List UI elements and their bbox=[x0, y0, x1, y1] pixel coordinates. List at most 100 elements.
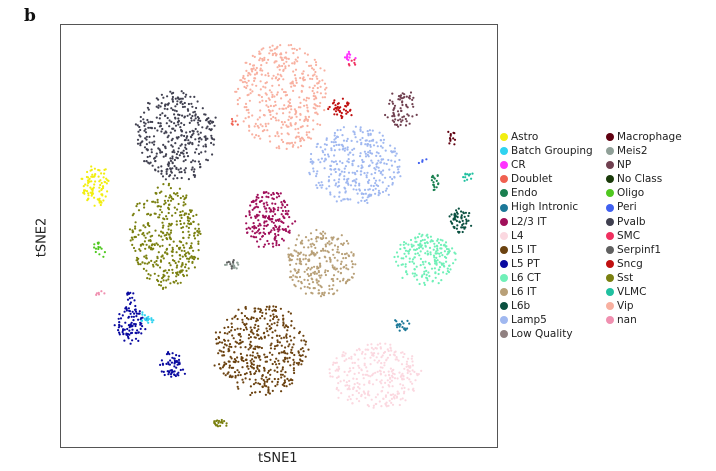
point-vip bbox=[272, 74, 275, 77]
point-l5-it bbox=[223, 338, 226, 341]
point-l4 bbox=[390, 379, 393, 382]
point-vip bbox=[314, 70, 317, 74]
point-lamp5 bbox=[389, 144, 392, 147]
point-pvalb bbox=[188, 121, 191, 124]
point-oligo bbox=[93, 243, 96, 246]
point-l6-ct bbox=[425, 269, 428, 272]
point-vip bbox=[288, 115, 291, 118]
point-pvalb bbox=[179, 144, 182, 147]
point-lamp5 bbox=[327, 155, 330, 158]
point-l2-3-it bbox=[263, 221, 266, 224]
point-l4 bbox=[404, 399, 407, 402]
point-l4 bbox=[368, 394, 371, 397]
point-l2-3-it bbox=[257, 214, 260, 217]
point-vip bbox=[287, 57, 290, 61]
point-sst bbox=[135, 256, 139, 259]
point-l4 bbox=[385, 401, 388, 404]
point-l5-pt bbox=[131, 296, 134, 299]
point-sst bbox=[185, 194, 188, 197]
point-vip bbox=[236, 114, 239, 117]
point-l2-3-it bbox=[251, 230, 254, 233]
point-vip bbox=[305, 60, 308, 64]
point-l5-pt bbox=[128, 310, 131, 313]
point-lamp5 bbox=[337, 181, 340, 184]
point-l6-it bbox=[318, 274, 321, 277]
point-astro bbox=[86, 170, 89, 174]
legend-item: Batch Grouping bbox=[500, 144, 593, 158]
point-l5-pt bbox=[183, 372, 186, 375]
point-l5-it bbox=[267, 334, 270, 337]
point-l6-ct bbox=[429, 251, 432, 254]
point-l5-it bbox=[228, 343, 232, 346]
point-l2-3-it bbox=[248, 210, 251, 213]
point-l5-pt bbox=[124, 321, 127, 324]
point-pvalb bbox=[187, 109, 190, 112]
point-pvalb bbox=[194, 138, 197, 141]
point-l5-it bbox=[256, 366, 259, 369]
point-lamp5 bbox=[346, 137, 349, 140]
legend-marker bbox=[606, 189, 614, 198]
point-l6-ct bbox=[421, 274, 424, 277]
point-l6-it bbox=[308, 282, 311, 286]
point-l2-3-it bbox=[249, 204, 252, 207]
point-l5-it bbox=[249, 385, 252, 388]
point-pvalb bbox=[168, 125, 171, 128]
point-l5-it bbox=[286, 357, 289, 360]
point-pvalb bbox=[193, 110, 196, 113]
point-sst bbox=[135, 259, 138, 262]
point-batch-grouping bbox=[141, 311, 144, 314]
point-lamp5 bbox=[323, 160, 326, 163]
point-l4 bbox=[356, 381, 359, 385]
point-vip bbox=[294, 77, 297, 80]
point-l5-it bbox=[218, 363, 221, 366]
point-l5-it bbox=[281, 383, 284, 386]
point-l6-it bbox=[310, 266, 313, 269]
point-l6-it bbox=[348, 278, 351, 281]
point-vip bbox=[271, 93, 274, 96]
point-vip bbox=[276, 66, 279, 69]
point-l4 bbox=[380, 405, 383, 408]
point-lamp5 bbox=[364, 192, 367, 195]
point-batch-grouping bbox=[150, 318, 153, 321]
point-l5-it bbox=[286, 340, 289, 343]
point-vip bbox=[291, 62, 294, 65]
point-sncg bbox=[340, 111, 343, 115]
point-l5-it bbox=[229, 374, 232, 377]
legend-label: Serpinf1 bbox=[617, 243, 662, 256]
point-l2-3-it bbox=[284, 209, 287, 213]
point-l6-it bbox=[313, 287, 316, 290]
point-sst bbox=[161, 255, 164, 258]
point-l5-it bbox=[276, 340, 279, 344]
point-l6-it bbox=[351, 263, 354, 266]
point-l5-it bbox=[301, 354, 304, 357]
point-vip bbox=[294, 128, 297, 131]
point-l5-it bbox=[272, 315, 276, 319]
point-l5-pt bbox=[130, 321, 133, 324]
point-astro bbox=[90, 194, 93, 197]
point-l4 bbox=[353, 361, 356, 364]
point-lamp5 bbox=[345, 181, 348, 184]
point-pvalb bbox=[193, 174, 197, 177]
point-lamp5 bbox=[338, 191, 341, 194]
point-l2-3-it bbox=[276, 218, 279, 221]
legend-item: Peri bbox=[606, 200, 682, 214]
point-lamp5 bbox=[394, 154, 397, 157]
point-l5-pt bbox=[169, 359, 172, 362]
point-pvalb bbox=[180, 130, 184, 133]
point-l5-pt bbox=[165, 362, 168, 365]
point-l5-it bbox=[218, 349, 221, 352]
point-l5-it bbox=[218, 341, 221, 344]
point-pvalb bbox=[180, 90, 183, 93]
point-pvalb bbox=[148, 141, 151, 144]
point-l4 bbox=[363, 362, 366, 365]
point-l5-it bbox=[275, 334, 279, 337]
point-l6-ct bbox=[412, 262, 416, 265]
point-l6b bbox=[463, 215, 466, 218]
point-doublet bbox=[231, 123, 234, 126]
point-l5-it bbox=[237, 360, 240, 363]
point-l6-ct bbox=[405, 270, 408, 273]
point-pvalb bbox=[183, 139, 186, 142]
point-vip bbox=[308, 86, 311, 89]
point-vip bbox=[256, 124, 259, 128]
point-l5-it bbox=[297, 363, 300, 366]
